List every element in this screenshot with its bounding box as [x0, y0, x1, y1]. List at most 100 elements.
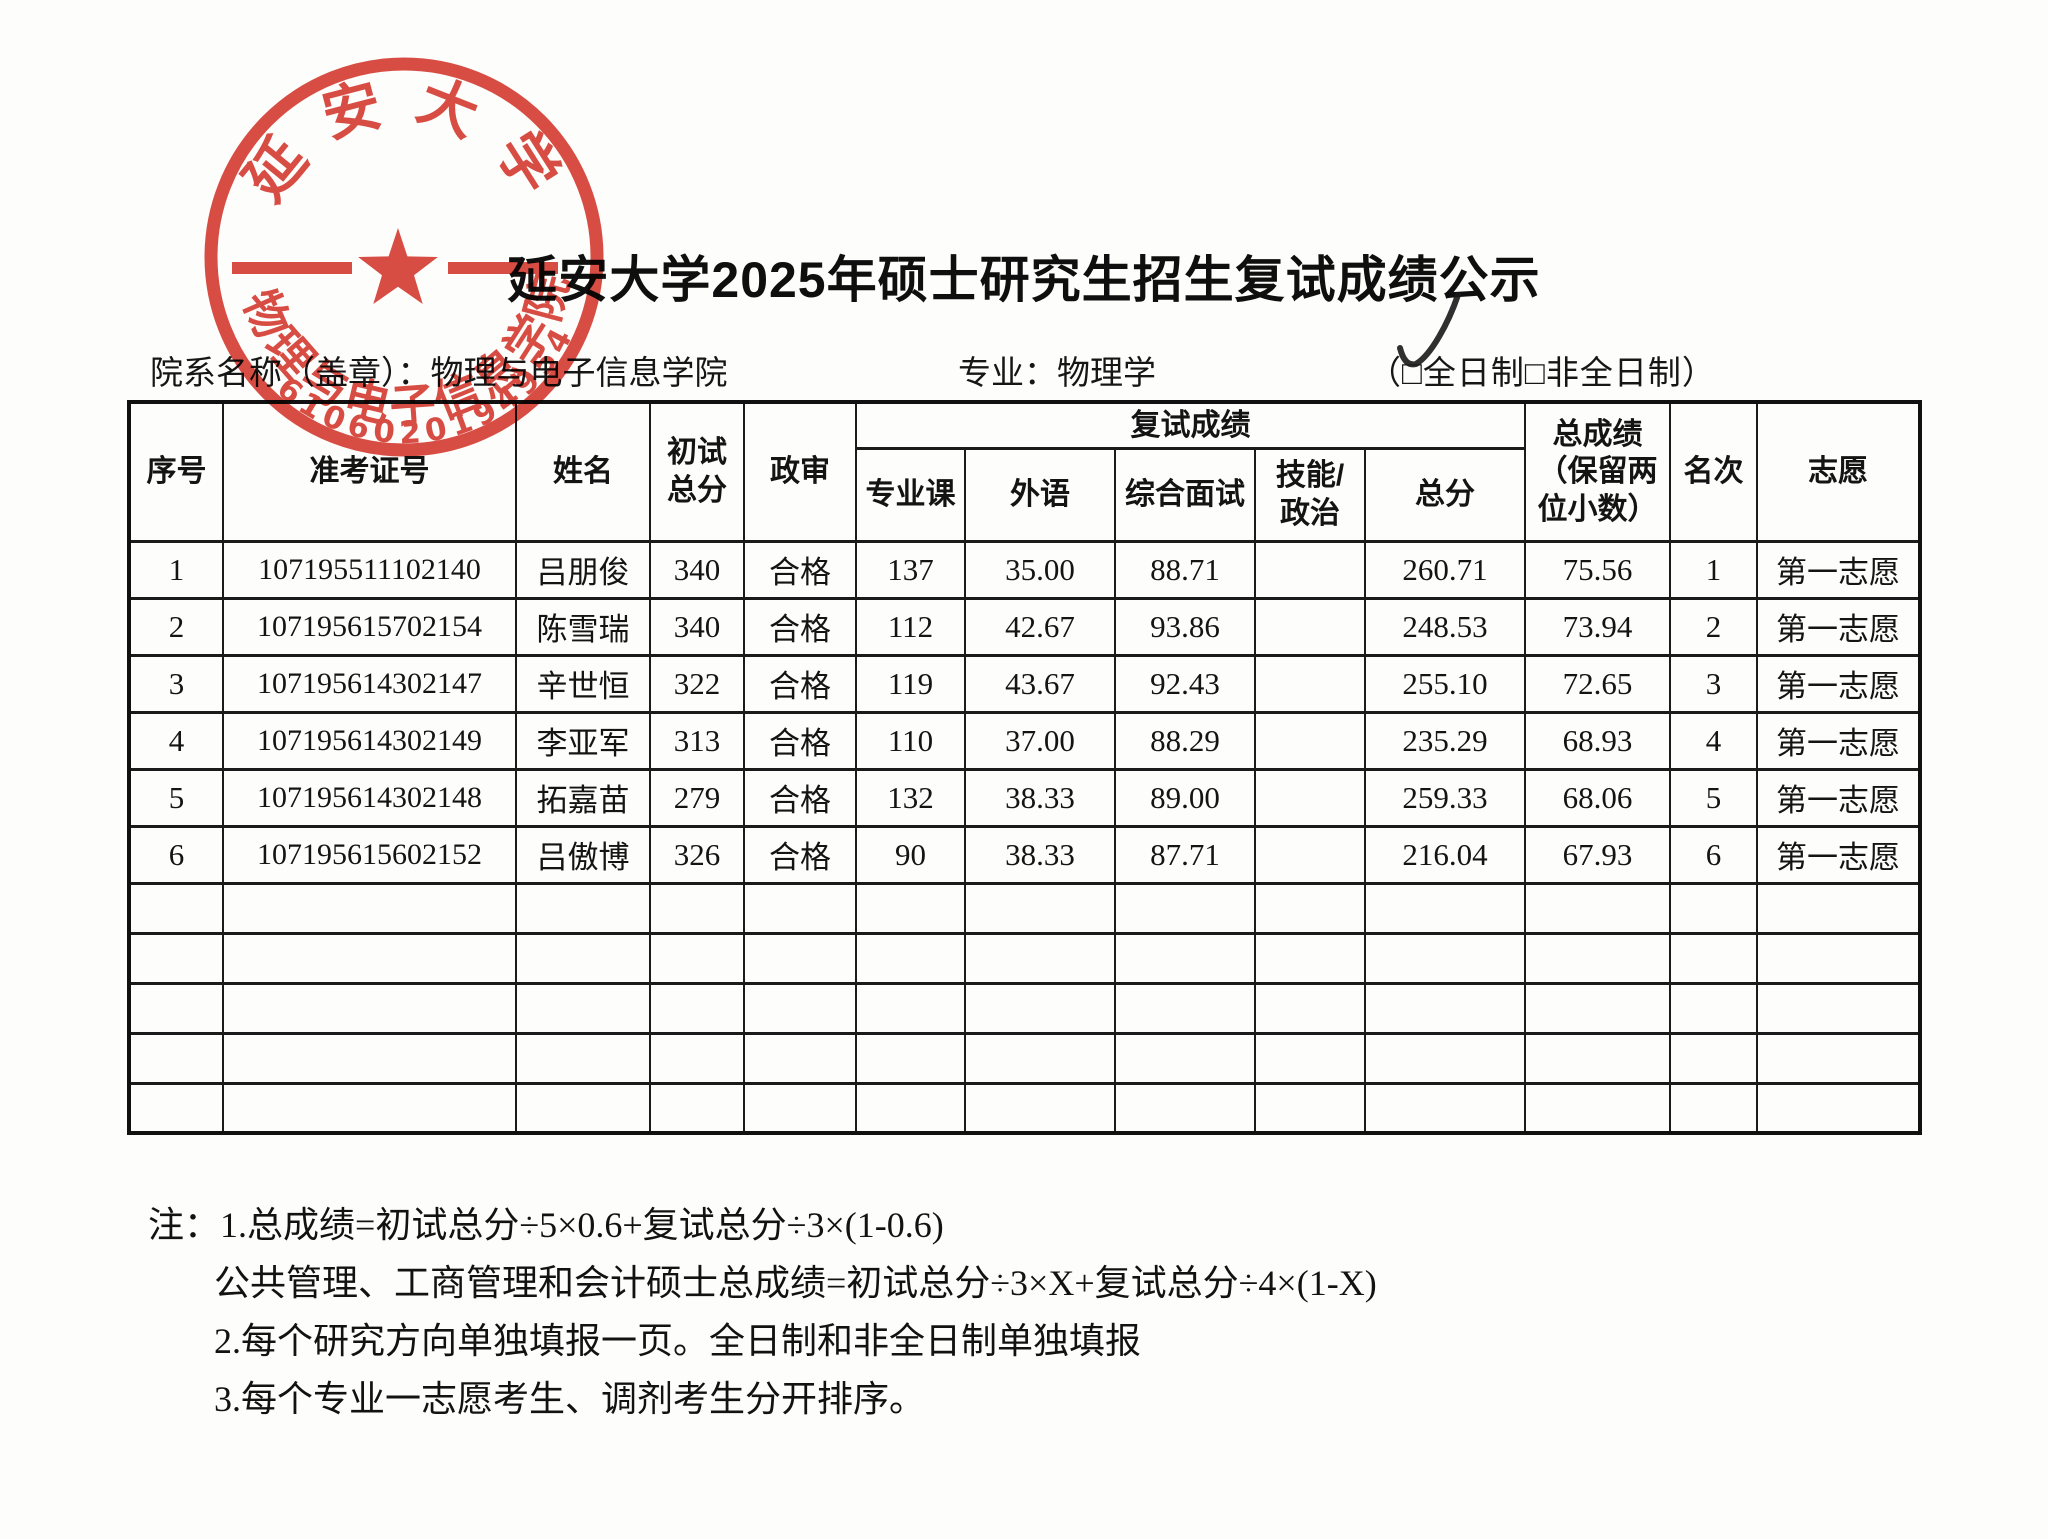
cell-name-empty [515, 931, 651, 985]
note-text-1: 1.总成绩=初试总分÷5×0.6+复试总分÷3×(1-0.6) [220, 1205, 944, 1245]
header-major-course: 专业课 [855, 446, 966, 543]
cell-skill_politics [1254, 767, 1366, 828]
cell-skill_politics [1254, 824, 1366, 885]
cell-foreign_language: 38.33 [964, 824, 1116, 885]
cell-major_course: 112 [855, 596, 966, 657]
cell-initial_total-empty [649, 931, 745, 985]
cell-foreign_language-empty [964, 931, 1116, 985]
cell-seq: 1 [128, 539, 224, 600]
cell-comprehensive_interview: 88.29 [1114, 710, 1256, 771]
cell-rank: 1 [1669, 539, 1759, 600]
cell-seq: 2 [128, 596, 224, 657]
cell-final_score-empty [1524, 1081, 1672, 1135]
cell-political_review: 合格 [743, 767, 857, 828]
header-initial-total: 初试 总分 [649, 400, 745, 543]
cell-political_review: 合格 [743, 653, 857, 714]
cell-rank: 4 [1669, 710, 1759, 771]
header-preference: 志愿 [1756, 400, 1922, 543]
cell-comprehensive_interview-empty [1114, 881, 1256, 935]
cell-initial_total-empty [649, 981, 745, 1035]
cell-foreign_language: 42.67 [964, 596, 1116, 657]
cell-comprehensive_interview: 87.71 [1114, 824, 1256, 885]
cell-retest_total: 259.33 [1363, 767, 1527, 828]
cell-seq-empty [128, 931, 224, 985]
cell-preference: 第一志愿 [1756, 710, 1922, 771]
cell-major_course-empty [855, 981, 966, 1035]
cell-initial_total: 340 [649, 596, 745, 657]
cell-admission_no: 107195511102140 [222, 539, 517, 600]
cell-name: 拓嘉苗 [515, 767, 651, 828]
cell-major_course: 132 [855, 767, 966, 828]
cell-seq-empty [128, 1031, 224, 1085]
cell-final_score: 67.93 [1524, 824, 1672, 885]
cell-preference-empty [1756, 981, 1922, 1035]
cell-comprehensive_interview: 92.43 [1114, 653, 1256, 714]
cell-seq-empty [128, 981, 224, 1035]
cell-skill_politics-empty [1254, 931, 1366, 985]
header-name: 姓名 [515, 400, 651, 543]
cell-retest_total: 260.71 [1363, 539, 1527, 600]
major-label: 专业： [958, 356, 1057, 392]
department-field: 院系名称（盖章）：物理与电子信息学院 [150, 346, 728, 394]
empty-table-row [128, 981, 1922, 1035]
cell-retest_total-empty [1363, 1031, 1527, 1085]
cell-major_course-empty [855, 1081, 966, 1135]
cell-foreign_language-empty [964, 881, 1116, 935]
cell-rank: 3 [1669, 653, 1759, 714]
table-row: 5 107195614302148 拓嘉苗 279 合格 132 38.33 89.00 259… [128, 767, 1922, 828]
cell-foreign_language: 38.33 [964, 767, 1116, 828]
cell-foreign_language: 35.00 [964, 539, 1116, 600]
cell-rank-empty [1669, 881, 1759, 935]
cell-admission_no-empty [222, 931, 517, 985]
cell-final_score: 72.65 [1524, 653, 1672, 714]
note-line-4: 3.每个专业一志愿考生、调剂考生分开排序。 [214, 1379, 926, 1419]
header-rank: 名次 [1669, 400, 1759, 543]
seal-left-bar [232, 262, 352, 274]
department-label: 院系名称（盖章）： [150, 356, 431, 392]
cell-comprehensive_interview-empty [1114, 1081, 1256, 1135]
score-table: 序号 准考证号 姓名 初试 总分 政审 复试成绩 总成绩 （保留两 位小数） 名… [127, 400, 1923, 1135]
notes-prefix: 注： [148, 1205, 221, 1245]
cell-skill_politics-empty [1254, 881, 1366, 935]
cell-political_review: 合格 [743, 596, 857, 657]
cell-initial_total: 340 [649, 539, 745, 600]
cell-retest_total: 255.10 [1363, 653, 1527, 714]
cell-admission_no-empty [222, 881, 517, 935]
table-row: 2 107195615702154 陈雪瑞 340 合格 112 42.67 93.86 248… [128, 596, 1922, 657]
cell-foreign_language-empty [964, 1031, 1116, 1085]
major-value: 物理学 [1057, 356, 1156, 392]
page-title: 延安大学2025年硕士研究生招生复试成绩公示 [507, 252, 1541, 308]
cell-admission_no: 107195615702154 [222, 596, 517, 657]
header-retest-total: 总分 [1363, 446, 1527, 543]
cell-final_score-empty [1524, 881, 1672, 935]
major-field: 专业：物理学 [958, 346, 1156, 394]
cell-major_course: 110 [855, 710, 966, 771]
cell-seq-empty [128, 881, 224, 935]
cell-admission_no-empty [222, 981, 517, 1035]
cell-major_course-empty [855, 1031, 966, 1085]
cell-preference-empty [1756, 881, 1922, 935]
empty-table-row [128, 931, 1922, 985]
cell-rank: 2 [1669, 596, 1759, 657]
cell-foreign_language-empty [964, 981, 1116, 1035]
department-value: 物理与电子信息学院 [430, 356, 728, 392]
seal-star-icon [358, 228, 438, 304]
cell-preference: 第一志愿 [1756, 767, 1922, 828]
cell-final_score-empty [1524, 1031, 1672, 1085]
header-final-score: 总成绩 （保留两 位小数） [1524, 400, 1672, 543]
cell-comprehensive_interview: 88.71 [1114, 539, 1256, 600]
cell-political_review-empty [743, 931, 857, 985]
study-mode-options: （□全日制□非全日制） [1368, 356, 1716, 392]
cell-political_review-empty [743, 1081, 857, 1135]
header-skill-politics: 技能/ 政治 [1254, 446, 1366, 543]
table-row: 1 107195511102140 吕朋俊 340 合格 137 35.00 88.71 260… [128, 539, 1922, 600]
cell-preference: 第一志愿 [1756, 653, 1922, 714]
cell-name: 吕朋俊 [515, 539, 651, 600]
cell-preference: 第一志愿 [1756, 596, 1922, 657]
cell-preference-empty [1756, 1031, 1922, 1085]
empty-table-row [128, 1031, 1922, 1085]
seal-top-text: 延安大学 [232, 65, 584, 227]
cell-major_course: 90 [855, 824, 966, 885]
university-seal: 延安大学 物理与电子信息学院 6106020194954 [204, 57, 604, 457]
